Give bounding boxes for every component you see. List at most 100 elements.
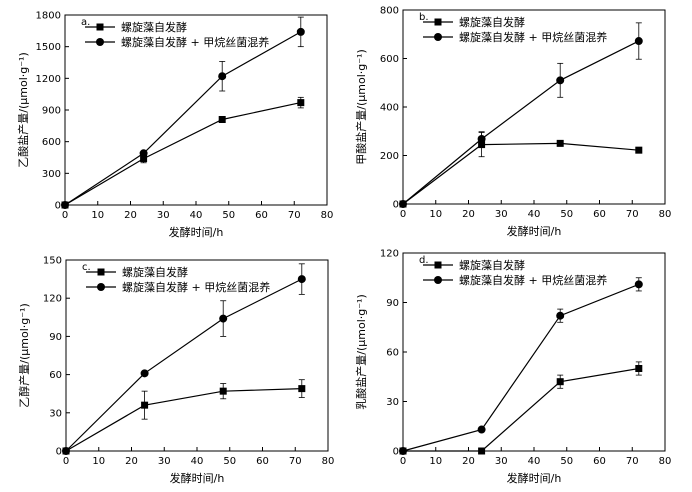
legend-marker-square [434,18,442,26]
y-tick-label: 900 [42,106,61,117]
legend-marker-circle [97,283,105,291]
x-tick-label: 60 [593,209,606,220]
data-point-square [218,116,226,123]
x-tick-label: 10 [429,209,442,220]
x-tick-label: 30 [157,210,170,221]
series-line-1 [403,367,639,452]
data-point-square [297,99,305,107]
x-tick-label: 70 [288,210,301,221]
y-tick-label: 0 [393,200,399,211]
data-point-square [141,401,149,409]
y-tick-label: 600 [42,137,61,148]
x-tick-label: 20 [124,210,137,221]
data-point-circle [399,200,407,208]
y-tick-label: 0 [56,447,62,458]
x-tick-label: 80 [659,456,672,467]
panel-label: d. [419,255,429,266]
legend-marker-circle [434,276,442,284]
x-tick-label: 10 [92,456,105,467]
data-point-square [478,447,486,455]
legend-marker-square [96,23,104,31]
series-line-1 [402,142,639,205]
x-tick-label: 50 [222,210,235,221]
data-point-circle [140,369,149,378]
data-point-circle [399,447,407,455]
data-point-circle [61,201,69,209]
y-tick-label: 60 [49,370,62,381]
x-tick-label: 30 [158,456,171,467]
y-tick-label: 0 [393,447,399,458]
chart-panel-1: 0 10 20 30 40 50 60 70 80 0 300 600 900 1200 1500 1800 发… [16,11,333,240]
data-point-circle [634,37,643,46]
chart-panel-3: 0 10 20 30 40 50 60 70 80 0 30 60 90 120 150 发酵时间/h 乙醇产量… [17,256,334,486]
legend-label: 螺旋藻自发酵 + 甲烷丝菌混养 [121,35,269,49]
legend-marker-square [97,268,105,276]
data-point-square [298,385,306,393]
x-tick-label: 0 [63,456,69,467]
legend-marker-circle [96,38,104,46]
data-point-square [635,365,643,372]
panel-label: c. [82,262,91,273]
data-point-circle [297,275,306,284]
x-tick-label: 0 [400,456,406,467]
data-point-square [219,387,227,395]
data-point-circle [556,311,565,320]
y-tick-label: 150 [43,256,62,267]
x-tick-label: 70 [626,456,639,467]
y-tick-label: 1800 [36,11,61,22]
series-line-2 [65,278,303,452]
y-axis-label: 甲酸盐产量/(μmol·g⁻¹) [354,49,368,164]
x-axis-label: 发酵时间/h [170,471,225,485]
y-axis-label: 乙酸盐产量/(μmol·g⁻¹) [16,52,30,167]
series-line-2 [402,40,640,205]
data-point-circle [219,314,228,323]
data-point-circle [296,27,305,36]
x-tick-label: 0 [62,210,68,221]
x-tick-label: 0 [400,209,406,220]
y-tick-label: 30 [386,397,399,408]
y-tick-label: 60 [386,348,399,359]
series-line-2 [402,283,640,452]
x-axis-label: 发酵时间/h [507,224,562,238]
series-line-1 [65,388,302,452]
chart-panel-2: 0 10 20 30 40 50 60 70 800200400600800发酵时间/h甲酸盐产… [354,6,671,239]
data-point-square [556,378,564,386]
x-tick-label: 80 [322,456,335,467]
legend-label: 螺旋藻自发酵 + 甲烷丝菌混养 [459,30,607,44]
panel-label: a. [81,17,90,28]
x-tick-label: 10 [429,456,442,467]
y-tick-label: 120 [43,294,62,305]
x-tick-label: 10 [91,210,104,221]
x-tick-label: 60 [593,456,606,467]
y-tick-label: 30 [49,408,62,419]
data-point-square [635,146,643,154]
x-tick-label: 70 [626,209,639,220]
y-axis-label: 乳酸盐产量/(μmol·g⁻¹) [354,294,368,409]
data-point-circle [62,447,70,455]
y-tick-label: 0 [55,201,61,212]
legend-label: 螺旋藻自发酵 [122,265,188,279]
y-tick-label: 300 [42,169,61,180]
x-tick-label: 40 [528,456,541,467]
legend-marker-circle [434,33,442,41]
data-point-circle [139,149,148,158]
x-tick-label: 50 [560,209,573,220]
y-tick-label: 800 [380,6,399,17]
y-tick-label: 1200 [36,74,61,85]
y-tick-label: 90 [386,298,399,309]
series-line-1 [64,102,301,206]
data-point-circle [556,76,565,85]
y-axis-label: 乙醇产量/(μmol·g⁻¹) [17,303,31,407]
data-point-circle [477,425,486,434]
y-tick-label: 120 [380,249,399,260]
data-point-square [556,139,564,147]
y-tick-label: 400 [380,103,399,114]
series-line-2 [64,31,302,206]
legend-label: 螺旋藻自发酵 + 甲烷丝菌混养 [122,280,270,294]
x-tick-label: 80 [321,210,334,221]
x-tick-label: 30 [495,209,508,220]
x-tick-label: 50 [223,456,236,467]
data-point-circle [218,72,227,81]
x-tick-label: 20 [462,456,475,467]
